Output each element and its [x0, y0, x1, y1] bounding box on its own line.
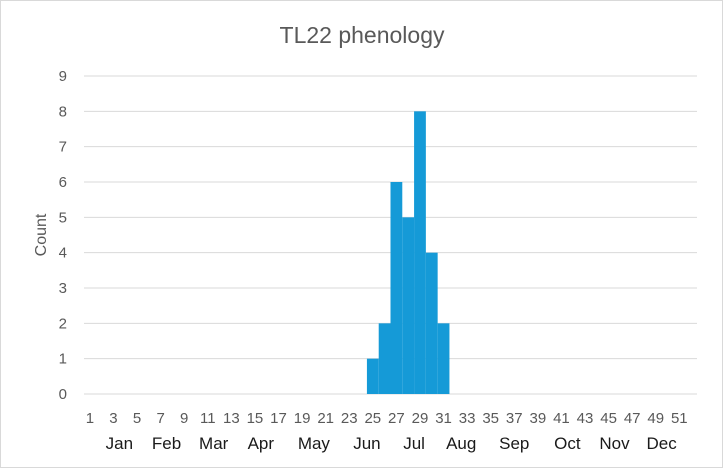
- x-tick-label-23: 23: [341, 410, 358, 427]
- x-tick-label-31: 31: [435, 410, 452, 427]
- y-tick-label-5: 5: [59, 209, 67, 226]
- x-tick-label-49: 49: [647, 410, 664, 427]
- x-tick-label-37: 37: [506, 410, 523, 427]
- bars: [366, 111, 450, 394]
- y-tick-label-6: 6: [59, 174, 67, 191]
- month-label-dec: Dec: [647, 434, 678, 453]
- x-tick-label-9: 9: [180, 410, 188, 427]
- x-tick-label-25: 25: [364, 410, 381, 427]
- x-tick-label-43: 43: [577, 410, 594, 427]
- x-tick-label-45: 45: [600, 410, 617, 427]
- month-label-nov: Nov: [599, 434, 630, 453]
- y-tick-label-4: 4: [59, 245, 67, 262]
- month-label-mar: Mar: [199, 434, 229, 453]
- x-tick-label-3: 3: [109, 410, 117, 427]
- x-tick-label-19: 19: [294, 410, 311, 427]
- bar-week-31: [437, 323, 450, 394]
- bar-week-28: [402, 217, 415, 394]
- x-tick-label-41: 41: [553, 410, 570, 427]
- x-tick-label-21: 21: [317, 410, 334, 427]
- x-tick-label-13: 13: [223, 410, 240, 427]
- month-label-feb: Feb: [152, 434, 181, 453]
- x-tick-label-1: 1: [86, 410, 94, 427]
- month-label-may: May: [298, 434, 331, 453]
- y-tick-label-8: 8: [59, 103, 67, 120]
- x-tick-label-7: 7: [156, 410, 164, 427]
- month-label-jun: Jun: [353, 434, 380, 453]
- y-axis-label: Count: [33, 213, 50, 256]
- x-tick-label-47: 47: [624, 410, 641, 427]
- month-label-oct: Oct: [554, 434, 581, 453]
- x-tick-label-51: 51: [671, 410, 688, 427]
- month-label-sep: Sep: [499, 434, 529, 453]
- x-tick-label-35: 35: [482, 410, 499, 427]
- bar-week-25: [366, 358, 379, 394]
- y-tick-label-2: 2: [59, 315, 67, 332]
- x-tick-label-11: 11: [200, 410, 216, 427]
- month-label-apr: Apr: [248, 434, 275, 453]
- y-tick-label-0: 0: [59, 386, 67, 403]
- month-label-jan: Jan: [106, 434, 133, 453]
- x-tick-label-15: 15: [247, 410, 264, 427]
- month-label-jul: Jul: [403, 434, 425, 453]
- bar-week-29: [414, 111, 426, 394]
- y-tick-labels: 0 1 2 3 4 5 6 7 8 9: [59, 68, 67, 403]
- bar-week-30: [425, 252, 438, 394]
- bar-week-27: [390, 182, 403, 394]
- x-tick-labels: 1 3 5 7 9 11 13 15 17 19 21 23 25 27 29 31 33 35 37 39 41 43 4…: [86, 410, 688, 427]
- x-tick-label-29: 29: [412, 410, 429, 427]
- y-tick-label-3: 3: [59, 280, 67, 297]
- x-tick-label-17: 17: [270, 410, 287, 427]
- chart-title: TL22 phenology: [280, 22, 445, 48]
- x-tick-label-33: 33: [459, 410, 476, 427]
- y-tick-label-1: 1: [59, 351, 67, 368]
- month-label-aug: Aug: [446, 434, 476, 453]
- y-tick-label-9: 9: [59, 68, 67, 85]
- x-tick-label-39: 39: [530, 410, 547, 427]
- x-tick-label-27: 27: [388, 410, 405, 427]
- bar-week-26: [378, 323, 391, 394]
- month-labels: Jan Feb Mar Apr May Jun Jul Aug Sep Oct Nov Dec: [106, 434, 678, 453]
- y-tick-label-7: 7: [59, 139, 67, 156]
- x-tick-label-5: 5: [133, 410, 141, 427]
